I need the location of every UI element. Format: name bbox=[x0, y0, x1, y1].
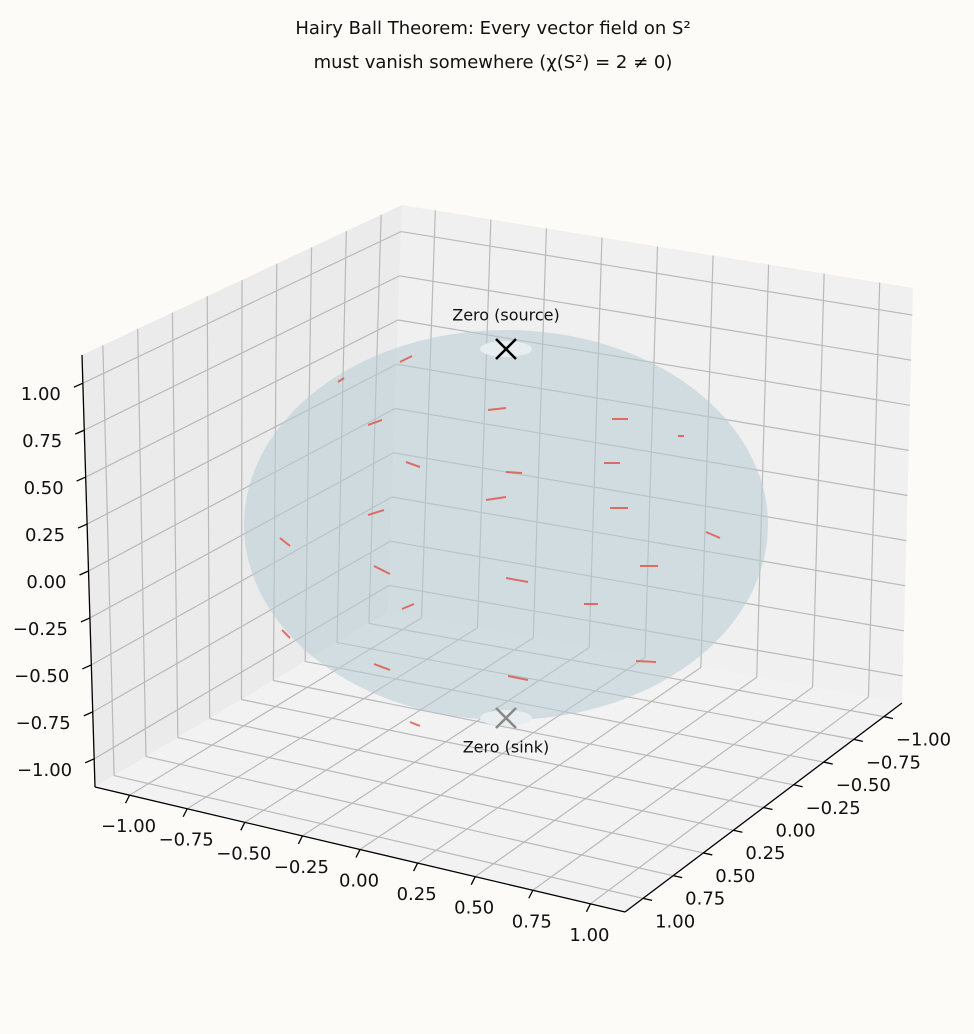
y-tick-label: 0.25 bbox=[745, 843, 785, 864]
x-tick bbox=[182, 808, 188, 818]
y-tick-label: 0.50 bbox=[715, 866, 755, 887]
vector bbox=[409, 721, 421, 727]
title-line: must vanish somewhere (χ(S²) = 2 ≠ 0) bbox=[314, 52, 673, 73]
vector bbox=[487, 407, 507, 411]
vector bbox=[401, 603, 415, 610]
pane bbox=[95, 612, 902, 912]
z-tick bbox=[82, 664, 92, 670]
y-tick-label: 1.00 bbox=[655, 911, 695, 932]
x-tick bbox=[124, 794, 131, 804]
z-tick bbox=[77, 523, 88, 529]
grid-line bbox=[83, 275, 400, 431]
vector bbox=[279, 537, 291, 547]
x-tick-label: 1.00 bbox=[569, 925, 609, 946]
grid-line bbox=[273, 679, 794, 786]
z-tick-label: 1.00 bbox=[21, 384, 61, 405]
annotation: Zero (source) bbox=[452, 306, 560, 325]
z-tick-label: −0.25 bbox=[13, 619, 68, 640]
source-marker bbox=[495, 338, 517, 360]
y-tick bbox=[703, 852, 713, 856]
vector bbox=[705, 531, 721, 539]
y-tick bbox=[853, 738, 863, 742]
y-tick bbox=[883, 715, 894, 720]
vector-field bbox=[279, 355, 721, 727]
x-tick-label: −0.50 bbox=[216, 843, 271, 864]
z-tick bbox=[73, 382, 84, 388]
sphere bbox=[244, 330, 768, 720]
grid-line bbox=[145, 755, 674, 877]
x-tick-label: 0.00 bbox=[339, 871, 379, 892]
x-tick bbox=[585, 903, 592, 913]
y-tick bbox=[673, 875, 683, 879]
x-tick bbox=[355, 849, 361, 858]
y-tick-label: 0.75 bbox=[685, 889, 725, 910]
axes: −1.00−0.75−0.50−0.250.000.250.500.751.00… bbox=[13, 354, 951, 946]
grid-line bbox=[113, 775, 644, 899]
x-tick-label: −0.75 bbox=[159, 830, 214, 851]
vector bbox=[505, 577, 529, 583]
z-tick-label: −0.50 bbox=[14, 666, 69, 687]
vector bbox=[507, 675, 529, 681]
x-tick bbox=[297, 835, 303, 845]
x-tick-label: −1.00 bbox=[101, 816, 156, 837]
grid-line bbox=[400, 230, 913, 316]
z-tick-label: 0.75 bbox=[22, 431, 62, 452]
z-tick-label: 0.00 bbox=[26, 572, 66, 593]
z-tick-label: −0.75 bbox=[16, 713, 71, 734]
grid-line bbox=[399, 275, 912, 361]
vector bbox=[373, 565, 391, 575]
x-tick bbox=[528, 889, 534, 899]
x-tick bbox=[240, 822, 246, 831]
grid-line bbox=[209, 717, 734, 831]
grid-line bbox=[241, 698, 764, 809]
z-tick-label: 0.50 bbox=[24, 478, 64, 499]
x-tick-label: 0.75 bbox=[512, 911, 552, 932]
x-tick-label: 0.25 bbox=[397, 884, 437, 905]
x-tick-label: −0.25 bbox=[274, 857, 329, 878]
vector bbox=[635, 660, 657, 663]
z-tick bbox=[80, 617, 91, 623]
vector bbox=[337, 377, 345, 383]
grid-line bbox=[82, 231, 402, 384]
vector bbox=[367, 509, 385, 516]
y-tick-label: 0.00 bbox=[776, 821, 816, 842]
y-tick-label: −0.50 bbox=[836, 775, 891, 796]
y-tick bbox=[823, 761, 833, 765]
sink-marker bbox=[495, 707, 517, 729]
vector bbox=[281, 629, 291, 639]
vector bbox=[505, 471, 523, 474]
z-tick-label: 0.25 bbox=[25, 525, 65, 546]
z-tick bbox=[84, 758, 95, 764]
z-tick bbox=[76, 476, 86, 482]
z-tick-label: −1.00 bbox=[17, 760, 72, 781]
y-tick-label: −1.00 bbox=[896, 730, 951, 751]
vector bbox=[485, 496, 507, 501]
x-tick bbox=[470, 876, 476, 885]
vector bbox=[405, 461, 421, 468]
x-tick bbox=[413, 862, 419, 872]
z-tick bbox=[83, 711, 94, 717]
y-tick bbox=[733, 829, 743, 833]
vector bbox=[367, 419, 383, 426]
y-tick-label: −0.75 bbox=[866, 752, 921, 773]
x-tick-label: 0.50 bbox=[454, 898, 494, 919]
grid-line bbox=[85, 319, 399, 478]
grid-line bbox=[177, 736, 704, 854]
y-tick bbox=[642, 897, 653, 902]
z-tick bbox=[74, 429, 85, 435]
title-line: Hairy Ball Theorem: Every vector field o… bbox=[295, 18, 690, 39]
y-tick-label: −0.25 bbox=[806, 798, 861, 819]
vector bbox=[373, 663, 391, 671]
y-tick bbox=[763, 806, 773, 811]
y-tick bbox=[793, 784, 803, 788]
vector bbox=[399, 355, 413, 363]
z-tick bbox=[79, 570, 89, 576]
annotation: Zero (sink) bbox=[463, 738, 550, 757]
